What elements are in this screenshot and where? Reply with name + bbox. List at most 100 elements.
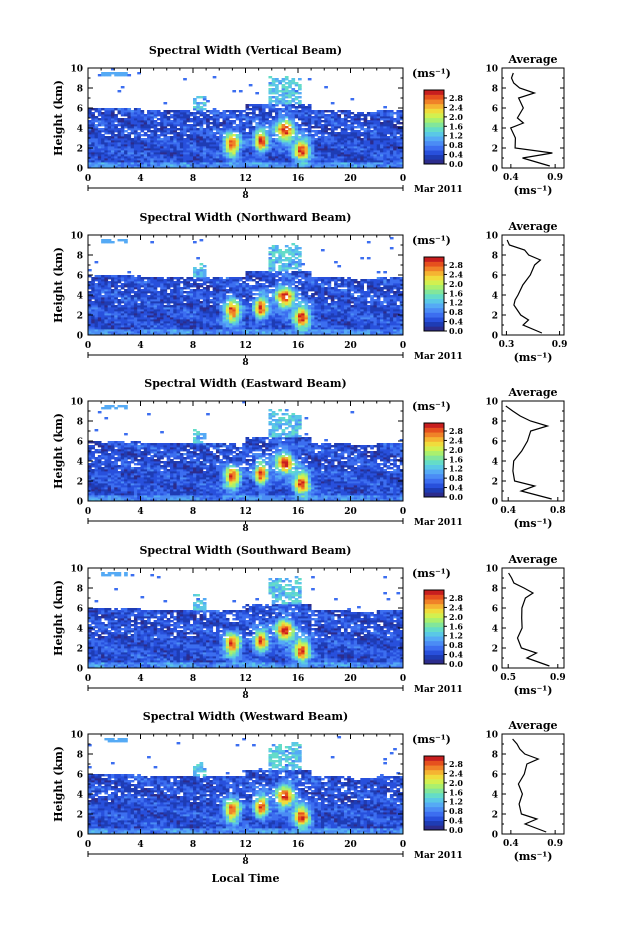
colorbar-swatch: [424, 294, 444, 299]
colorbar-swatch: [424, 594, 444, 600]
colorbar-swatch: [424, 108, 444, 114]
average-x-axis-label: (ms⁻¹): [514, 684, 553, 697]
colorbar-unit: (ms⁻¹): [412, 67, 451, 80]
colorbar-tick-label: 0.8: [449, 473, 463, 483]
colorbar-swatch: [424, 769, 444, 775]
x-tick-label: 4: [137, 674, 143, 684]
colorbar-tick-label: 0.4: [449, 816, 463, 826]
date-label: Mar 2011: [414, 685, 463, 695]
colorbar-swatch: [424, 266, 444, 272]
y-tick-label: 8: [77, 585, 83, 595]
day-label: 8: [242, 857, 248, 867]
colorbar-tick-label: 0.8: [449, 806, 463, 816]
colorbar-swatch: [424, 289, 444, 295]
colorbar-swatch: [424, 590, 444, 595]
day-label: 8: [242, 191, 248, 201]
colorbar-swatch: [424, 103, 444, 109]
colorbar-tick-label: 0.0: [449, 492, 463, 502]
colorbar-tick-label: 2.0: [449, 778, 463, 788]
y-tick-label: 6: [77, 605, 83, 615]
y-axis-label: Height (km): [52, 247, 65, 323]
colorbar-swatch: [424, 150, 444, 156]
colorbar-swatch: [424, 270, 444, 276]
colorbar-tick-label: 2.8: [449, 260, 463, 270]
average-x-axis-label: (ms⁻¹): [514, 850, 553, 863]
average-frame: [501, 234, 565, 336]
colorbar-swatch: [424, 617, 444, 623]
colorbar-swatch: [424, 783, 444, 789]
average-y-tick-label: 6: [492, 605, 498, 615]
x-tick-label: 4: [137, 507, 143, 517]
y-tick-label: 4: [77, 791, 83, 801]
colorbar-frame: [423, 89, 445, 165]
colorbar-tick-label: 1.2: [449, 631, 463, 641]
colorbar-swatch: [424, 613, 444, 619]
colorbar-swatch: [424, 650, 444, 656]
average-x-axis-label: (ms⁻¹): [514, 184, 553, 197]
colorbar-swatch: [424, 820, 444, 826]
y-tick-label: 0: [77, 831, 83, 841]
colorbar-swatch: [424, 622, 444, 628]
colorbar-tick-label: 1.6: [449, 121, 463, 131]
average-x-axis-label: (ms⁻¹): [514, 517, 553, 530]
y-tick-label: 6: [77, 105, 83, 115]
y-tick-label: 10: [70, 232, 83, 242]
colorbar-swatch: [424, 154, 444, 160]
average-y-tick-label: 2: [492, 811, 498, 821]
colorbar-swatch: [424, 113, 444, 119]
x-tick-label: 0: [400, 674, 406, 684]
colorbar-tick-label: 2.8: [449, 426, 463, 436]
average-y-tick-label: 6: [492, 272, 498, 282]
colorbar-swatch: [424, 645, 444, 651]
colorbar-tick-label: 0.8: [449, 307, 463, 317]
average-y-tick-label: 4: [492, 791, 498, 801]
average-y-tick-label: 4: [492, 625, 498, 635]
average-profile-line: [509, 72, 553, 167]
colorbar-swatch: [424, 765, 444, 771]
average-y-tick-label: 0: [492, 498, 498, 508]
colorbar-swatch: [424, 159, 444, 165]
colorbar-swatch: [424, 825, 444, 831]
y-tick-label: 8: [77, 751, 83, 761]
x-tick-label: 16: [292, 341, 305, 351]
average-frame: [501, 567, 565, 669]
panel-title: Spectral Width (Eastward Beam): [144, 377, 346, 390]
colorbar-tick-label: 2.0: [449, 445, 463, 455]
y-tick-label: 6: [77, 272, 83, 282]
x-tick-label: 8: [190, 674, 196, 684]
colorbar-tick-label: 1.6: [449, 787, 463, 797]
x-tick-label: 8: [190, 341, 196, 351]
average-profile-line: [508, 572, 550, 667]
colorbar-swatch: [424, 774, 444, 780]
colorbar-tick-label: 0.8: [449, 640, 463, 650]
average-frame: [501, 400, 565, 502]
colorbar-tick-label: 2.0: [449, 612, 463, 622]
colorbar-swatch: [424, 478, 444, 484]
average-y-tick-label: 2: [492, 478, 498, 488]
colorbar-swatch: [424, 441, 444, 447]
average-x-tick-label: 0.9: [550, 673, 566, 683]
average-y-tick-label: 8: [492, 85, 498, 95]
colorbar-swatch: [424, 603, 444, 609]
colorbar-tick-label: 2.8: [449, 759, 463, 769]
colorbar-swatch: [424, 117, 444, 123]
colorbar-swatch: [424, 284, 444, 290]
x-tick-label: 0: [85, 341, 91, 351]
colorbar-swatch: [424, 257, 444, 262]
x-tick-label: 12: [239, 507, 252, 517]
colorbar-swatch: [424, 473, 444, 479]
colorbar-unit: (ms⁻¹): [412, 234, 451, 247]
colorbar-swatch: [424, 756, 444, 761]
average-y-tick-label: 6: [492, 771, 498, 781]
colorbar-swatch: [424, 450, 444, 456]
x-tick-label: 4: [137, 174, 143, 184]
y-tick-label: 10: [70, 65, 83, 75]
colorbar-tick-label: 0.0: [449, 326, 463, 336]
colorbar-swatch: [424, 280, 444, 286]
average-y-tick-label: 10: [485, 232, 498, 242]
panel-4: Spectral Width (Southward Beam)0 4 8 12 16 20…: [52, 544, 566, 701]
colorbar-swatch: [424, 659, 444, 665]
average-y-tick-label: 10: [485, 398, 498, 408]
average-x-tick-label: 0.8: [550, 506, 566, 516]
colorbar-swatch: [424, 140, 444, 146]
